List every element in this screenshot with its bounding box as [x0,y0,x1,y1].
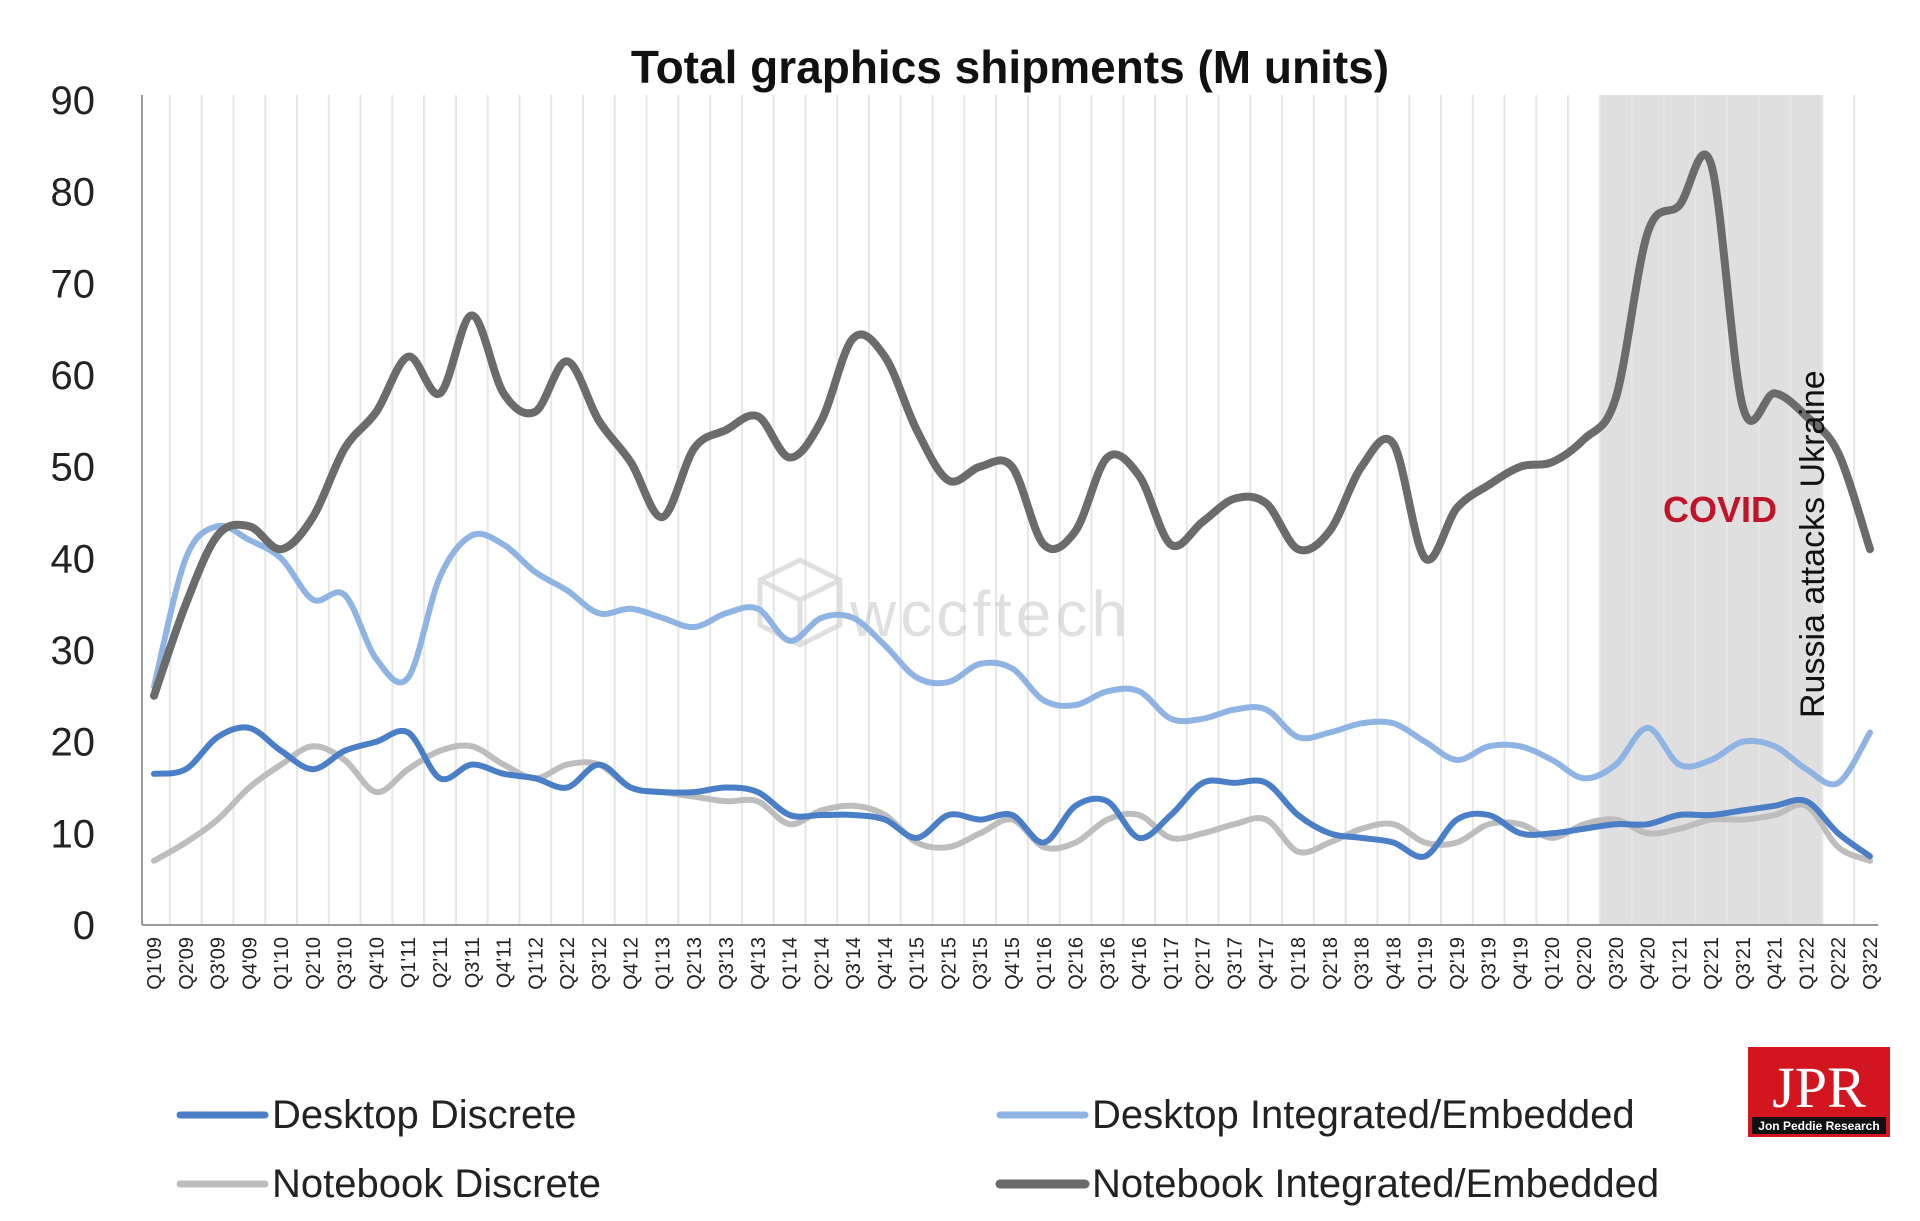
x-tick-label: Q4'18 [1383,937,1405,990]
x-tick-label: Q3'13 [716,937,738,990]
legend-label-notebook-discrete: Notebook Discrete [272,1162,601,1206]
x-tick-label: Q3'20 [1606,937,1628,990]
x-tick-label: Q2'20 [1574,937,1596,990]
x-tick-label: Q2'17 [1193,937,1215,990]
legend-label-notebook-integrated-embedded: Notebook Integrated/Embedded [1092,1162,1659,1206]
x-tick-label: Q1'20 [1542,937,1564,990]
x-tick-label: Q4'09 [239,937,261,990]
x-tick-label: Q4'19 [1510,937,1532,990]
x-tick-label: Q2'19 [1447,937,1469,990]
x-tick-label: Q3'11 [462,937,484,988]
russia-annotation: Russia attacks Ukraine [1794,370,1832,718]
jpr-logo-text: JPR [1772,1055,1866,1120]
x-tick-label: Q4'11 [494,937,516,988]
wccftech-watermark: wccftech [757,557,1131,650]
x-tick-label: Q3'12 [589,937,611,990]
axes [141,95,1878,926]
x-tick-label: Q1'09 [144,937,166,990]
chart-title: Total graphics shipments (M units) [631,41,1389,93]
series-line-desktop-discrete [151,724,1873,860]
y-tick-label: 20 [51,721,96,765]
x-tick-label: Q2'11 [430,937,452,988]
x-tick-label: Q3'19 [1479,937,1501,990]
x-tick-label: Q2'18 [1320,937,1342,990]
x-tick-label: Q4'10 [366,937,388,990]
series-lines [150,150,1874,864]
watermark-text: wccftech [849,578,1131,650]
x-tick-label: Q2'15 [938,937,960,990]
x-tick-label: Q3'21 [1733,937,1755,990]
x-tick-label: Q2'12 [557,937,579,990]
jpr-logo-subtext: Jon Peddie Research [1758,1119,1879,1133]
legend-label-desktop-discrete: Desktop Discrete [272,1093,577,1137]
x-tick-label: Q1'21 [1669,937,1691,990]
x-tick-label: Q4'16 [1129,937,1151,990]
y-tick-label: 0 [73,904,95,948]
x-tick-label: Q1'14 [780,937,802,990]
x-tick-label: Q1'16 [1034,937,1056,990]
x-tick-label: Q1'11 [398,937,420,988]
x-tick-label: Q2'13 [684,937,706,990]
x-tick-label: Q3'09 [208,937,230,990]
x-tick-label: Q2'10 [303,937,325,990]
x-tick-label: Q3'10 [335,937,357,990]
series-line-desktop-integrated-embedded [151,522,1873,788]
y-axis-tick-labels: 0 10 20 30 40 50 60 70 80 90 [51,79,96,948]
legend-label-desktop-integrated-embedded: Desktop Integrated/Embedded [1092,1093,1635,1137]
x-tick-label: Q4'14 [875,937,897,990]
x-tick-label: Q3'18 [1352,937,1374,990]
x-tick-label: Q1'22 [1796,937,1818,990]
x-tick-label: Q4'12 [621,937,643,990]
y-tick-label: 50 [51,446,96,490]
x-tick-label: Q3'16 [1097,937,1119,990]
x-tick-label: Q2'09 [176,937,198,990]
x-tick-label: Q2'22 [1828,937,1850,990]
x-axis-tick-labels: Q1'09 Q2'09 Q3'09 Q4'09 Q1'10 Q2'10 Q3'10 Q4'10… [144,937,1882,990]
x-tick-label: Q1'13 [652,937,674,990]
x-tick-label: Q1'19 [1415,937,1437,990]
x-tick-label: Q4'21 [1765,937,1787,990]
x-tick-label: Q3'17 [1224,937,1246,990]
x-tick-label: Q2'16 [1066,937,1088,990]
x-tick-label: Q4'17 [1256,937,1278,990]
y-tick-label: 60 [51,354,96,398]
covid-shaded-region [1599,95,1823,925]
x-tick-label: Q1'17 [1161,937,1183,990]
x-tick-label: Q1'15 [907,937,929,990]
x-tick-label: Q2'14 [811,937,833,990]
series-line-notebook-integrated-embedded [150,150,1874,700]
covid-annotation: COVID [1663,489,1777,530]
x-tick-label: Q3'14 [843,937,865,990]
x-tick-label: Q3'15 [970,937,992,990]
y-tick-label: 70 [51,262,96,306]
x-tick-label: Q1'18 [1288,937,1310,990]
y-tick-label: 30 [51,629,96,673]
x-tick-label: Q1'10 [271,937,293,990]
jpr-logo-strip [1752,1117,1886,1134]
y-tick-label: 40 [51,537,96,581]
x-tick-label: Q1'12 [525,937,547,990]
y-tick-label: 90 [51,79,96,123]
y-tick-label: 80 [51,171,96,215]
legend: Desktop Discrete Desktop Integrated/Embed… [176,1093,1659,1206]
jpr-logo: JPR Jon Peddie Research [1748,1047,1890,1137]
x-tick-label: Q3'22 [1860,937,1882,990]
y-tick-label: 10 [51,812,96,856]
x-tick-label: Q4'13 [748,937,770,990]
x-tick-label: Q4'15 [1002,937,1024,990]
x-tick-label: Q2'21 [1701,937,1723,990]
series-line-notebook-discrete [151,742,1873,864]
x-tick-label: Q4'20 [1638,937,1660,990]
